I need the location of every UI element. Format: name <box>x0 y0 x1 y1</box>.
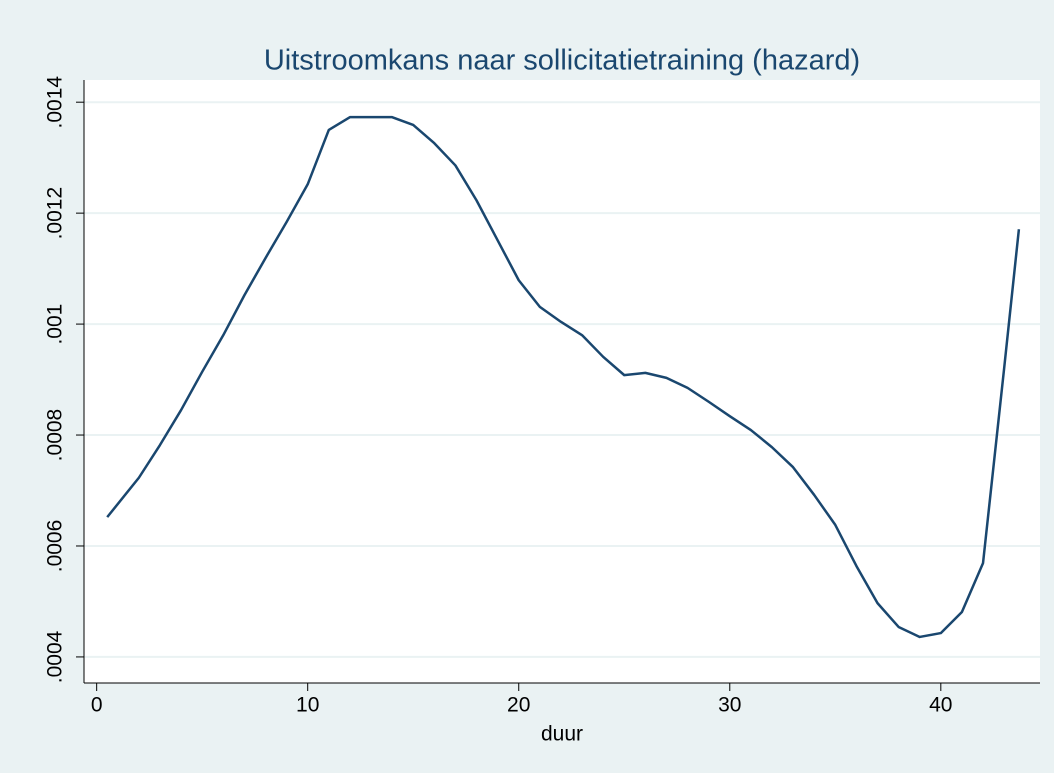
line-series <box>106 115 1021 639</box>
x-tick-label: 0 <box>91 694 103 717</box>
y-tick-label: .0004 <box>44 630 67 683</box>
x-tick-label: 10 <box>296 694 319 717</box>
y-tick-label: .0008 <box>44 409 67 462</box>
x-tick-label: 20 <box>507 694 530 717</box>
y-tick-label: .0012 <box>44 187 67 240</box>
y-tick-label: .001 <box>44 304 67 345</box>
chart-title: Uitstroomkans naar sollicitatietraining … <box>264 45 860 77</box>
x-axis-label: duur <box>541 723 583 746</box>
x-tick-label: 30 <box>718 694 741 717</box>
y-tick-label: .0014 <box>44 76 67 129</box>
y-tick-label: .0006 <box>44 520 67 573</box>
plot-area <box>84 80 1040 683</box>
x-tick-label: 40 <box>929 694 952 717</box>
